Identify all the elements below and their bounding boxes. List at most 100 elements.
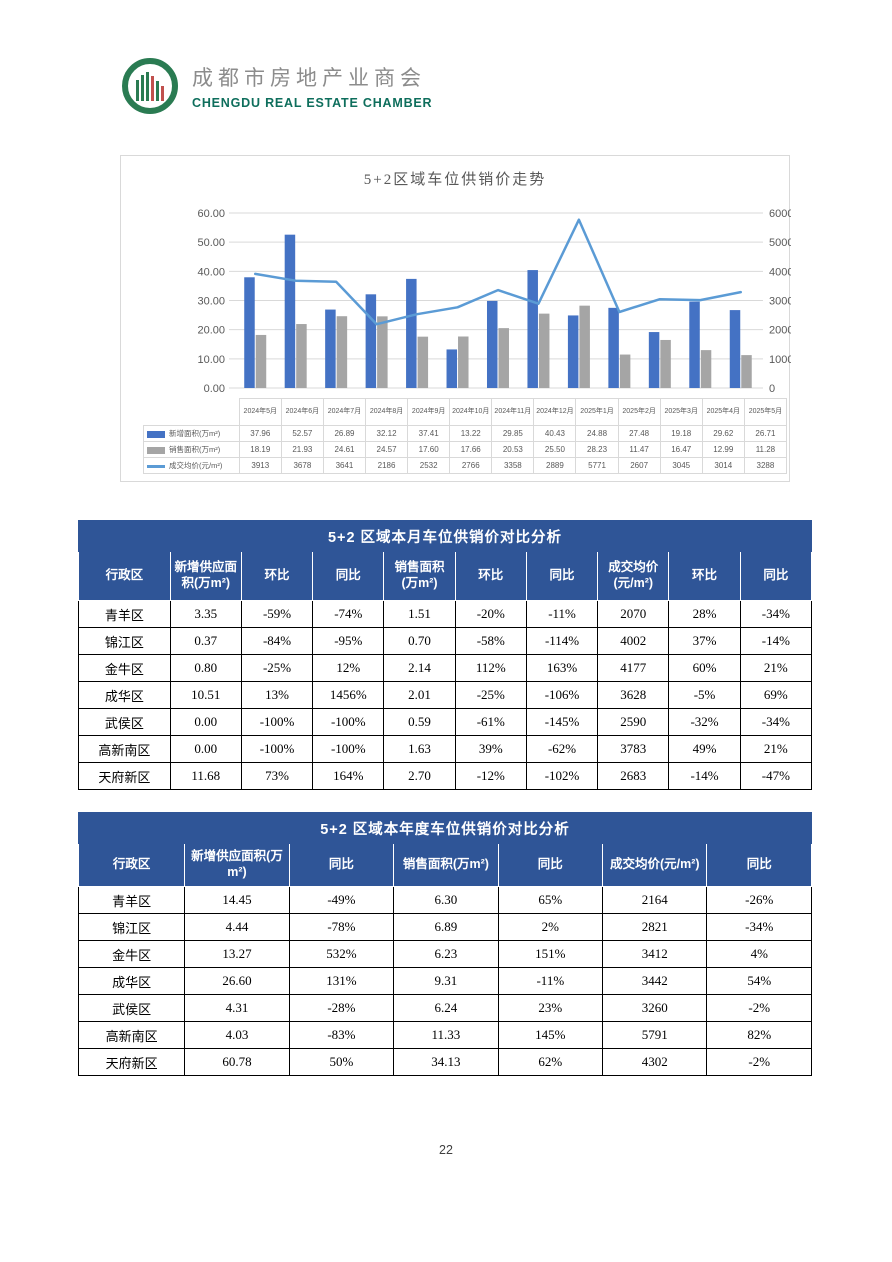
- value-cell: 4302: [602, 1048, 708, 1076]
- chart-title: 5+2区域车位供销价走势: [363, 172, 547, 188]
- category-label: 2025年3月: [659, 398, 703, 426]
- column-header: 同比: [739, 551, 813, 601]
- legend-label: 成交均价(元/m²): [169, 461, 223, 470]
- value-cell: 13%: [240, 681, 314, 709]
- chart-data-table: 2024年5月 2024年6月 2024年7月 2024年8月 2024年9月 2024年…: [143, 398, 788, 474]
- value-cell: -14%: [739, 627, 813, 655]
- series-value-cell: 21.93: [280, 441, 324, 458]
- district-cell: 武侯区: [77, 994, 186, 1022]
- bar-new-supply: [608, 307, 619, 388]
- bar-sales: [458, 336, 469, 388]
- category-label: 2024年6月: [280, 398, 324, 426]
- series-value-cell: 52.57: [280, 425, 324, 442]
- value-cell: 21%: [739, 654, 813, 682]
- table-title: 5+2 区域本月车位供销价对比分析: [78, 520, 812, 552]
- column-header: 同比: [706, 843, 812, 887]
- value-cell: 11.33: [393, 1021, 499, 1049]
- monthly-table-body: 青羊区 3.35 -59% -74% 1.51 -20% -11% 2070 28% -34% 锦江…: [78, 600, 813, 790]
- series-value-cell: 27.48: [617, 425, 661, 442]
- series-value-cell: 17.66: [449, 441, 493, 458]
- column-header: 同比: [525, 551, 599, 601]
- bar-sales: [660, 339, 671, 388]
- value-cell: -25%: [454, 681, 527, 709]
- bar-sales: [741, 355, 752, 388]
- y-axis-right-label: 4000: [769, 266, 791, 278]
- bar-legend-swatch: [147, 446, 165, 454]
- series-value-cell: 3288: [743, 457, 788, 474]
- value-cell: -100%: [240, 735, 314, 763]
- value-cell: 4.44: [184, 913, 290, 941]
- value-cell: 131%: [288, 967, 395, 995]
- series-value-cell: 26.71: [743, 425, 788, 442]
- bar-new-supply: [365, 294, 377, 388]
- value-cell: 1456%: [312, 681, 385, 709]
- category-label: 2024年12月: [533, 398, 577, 426]
- value-cell: -100%: [240, 708, 314, 736]
- value-cell: 39%: [454, 735, 527, 763]
- series-value-cell: 12.99: [701, 441, 745, 458]
- value-cell: -34%: [739, 708, 813, 736]
- value-cell: 6.23: [393, 940, 499, 968]
- series-value-cell: 2889: [533, 457, 577, 474]
- column-header: 销售面积(万m²): [383, 551, 456, 601]
- bar-sales: [700, 350, 712, 388]
- table-row: 锦江区 4.44 -78% 6.89 2% 2821 -34%: [77, 913, 812, 941]
- value-cell: -14%: [668, 762, 741, 790]
- series-value-cell: 13.22: [449, 425, 493, 442]
- y-axis-left-label: 30.00: [197, 296, 225, 308]
- series-value-cell: 2607: [617, 457, 661, 474]
- series-value-cell: 5771: [575, 457, 619, 474]
- series-value-cell: 29.62: [701, 425, 745, 442]
- table-row: 青羊区 14.45 -49% 6.30 65% 2164 -26%: [77, 886, 812, 914]
- series-value-cell: 19.18: [659, 425, 703, 442]
- series-value-cell: 3014: [701, 457, 745, 474]
- value-cell: 3442: [602, 967, 708, 995]
- value-cell: 2.01: [383, 681, 456, 709]
- value-cell: 10.51: [169, 681, 242, 709]
- value-cell: 3260: [602, 994, 708, 1022]
- category-label: 2024年7月: [322, 398, 367, 426]
- category-label: 2025年2月: [617, 398, 661, 426]
- bar-new-supply: [486, 300, 498, 388]
- table-row: 成华区 10.51 13% 1456% 2.01 -25% -106% 3628 -5% 69%: [78, 681, 813, 709]
- value-cell: -83%: [288, 1021, 395, 1049]
- district-cell: 金牛区: [77, 940, 186, 968]
- legend-cell: 成交均价(元/m²): [143, 457, 240, 474]
- table-row: 青羊区 3.35 -59% -74% 1.51 -20% -11% 2070 28% -34%: [78, 600, 813, 628]
- value-cell: -62%: [525, 735, 599, 763]
- org-name-cn: 成都市房地产业商会: [192, 67, 426, 90]
- value-cell: 2070: [597, 600, 670, 628]
- value-cell: -25%: [240, 654, 314, 682]
- series-value-cell: 26.89: [322, 425, 367, 442]
- bar-sales: [417, 336, 429, 388]
- value-cell: -11%: [525, 600, 599, 628]
- bar-sales: [336, 316, 348, 388]
- series-value-cell: 18.19: [238, 441, 282, 458]
- value-cell: -84%: [240, 627, 314, 655]
- value-cell: 3.35: [169, 600, 242, 628]
- value-cell: 69%: [739, 681, 813, 709]
- value-cell: 2164: [602, 886, 708, 914]
- value-cell: 9.31: [393, 967, 499, 995]
- series-value-cell: 25.50: [533, 441, 577, 458]
- series-value-cell: 3913: [238, 457, 282, 474]
- bar-sales: [538, 313, 550, 388]
- value-cell: 26.60: [184, 967, 290, 995]
- column-header: 同比: [288, 843, 395, 887]
- value-cell: -61%: [454, 708, 527, 736]
- series-value-cell: 24.57: [365, 441, 409, 458]
- value-cell: 3412: [602, 940, 708, 968]
- y-axis-right-label: 5000: [769, 237, 791, 249]
- series-value-cell: 40.43: [533, 425, 577, 442]
- y-axis-right-label: 2000: [769, 325, 791, 337]
- bar-new-supply: [729, 310, 741, 388]
- bar-new-supply: [244, 277, 255, 388]
- value-cell: 73%: [240, 762, 314, 790]
- value-cell: 4177: [597, 654, 670, 682]
- district-cell: 锦江区: [77, 913, 186, 941]
- district-cell: 成华区: [77, 967, 186, 995]
- bar-sales: [255, 334, 267, 388]
- column-header: 新增供应面积(万m²): [169, 551, 242, 601]
- bar-new-supply: [689, 301, 700, 388]
- value-cell: 0.70: [383, 627, 456, 655]
